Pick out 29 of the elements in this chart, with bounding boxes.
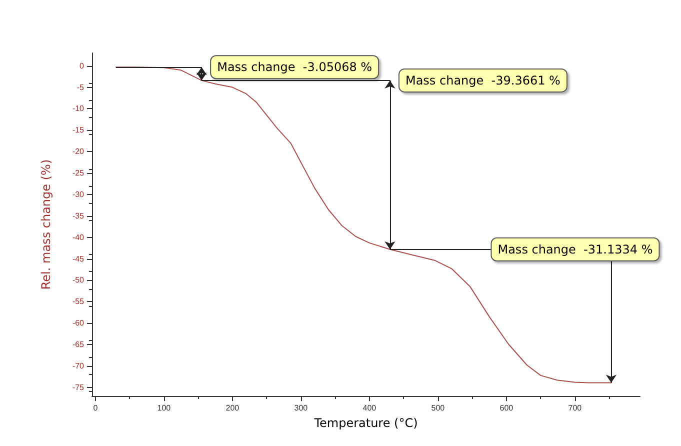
x-tick-label: 300 <box>294 404 308 412</box>
x-axis-title: Temperature (°C) <box>313 416 418 430</box>
y-tick-label: -10 <box>72 104 85 114</box>
y-tick-label: -60 <box>72 318 85 328</box>
x-tick-label: 0 <box>93 404 98 412</box>
y-tick-label: 0 <box>80 61 85 70</box>
y-tick-label: -15 <box>72 126 85 135</box>
annotation: Mass change -39.3661 % <box>405 73 560 88</box>
y-tick-label: -50 <box>72 276 85 285</box>
x-tick-label: 100 <box>157 404 172 412</box>
annotation: Mass change -3.05068 % <box>217 60 372 74</box>
annotation: Mass change -31.1334 % <box>498 242 653 256</box>
y-tick-label: -65 <box>72 340 85 350</box>
y-tick-label: -40 <box>72 232 85 242</box>
y-tick-label: -5 <box>76 82 85 92</box>
y-tick-label: -30 <box>72 190 85 199</box>
y-tick-label: -20 <box>72 147 85 156</box>
y-tick-label: -35 <box>72 211 85 220</box>
y-tick-label: -45 <box>72 254 85 264</box>
x-tick-label: 500 <box>431 404 446 412</box>
x-tick-label: 600 <box>500 404 514 412</box>
y-tick-label: -55 <box>72 297 85 306</box>
y-tick-label: -25 <box>72 168 85 178</box>
x-tick-label: 400 <box>362 404 377 412</box>
x-tick-label: 200 <box>226 404 240 412</box>
y-tick-label: -70 <box>72 361 85 370</box>
x-tick-label: 700 <box>568 404 582 412</box>
y-tick-label: -75 <box>72 382 85 392</box>
y-axis-title: Rel. mass change (%) <box>39 159 53 290</box>
